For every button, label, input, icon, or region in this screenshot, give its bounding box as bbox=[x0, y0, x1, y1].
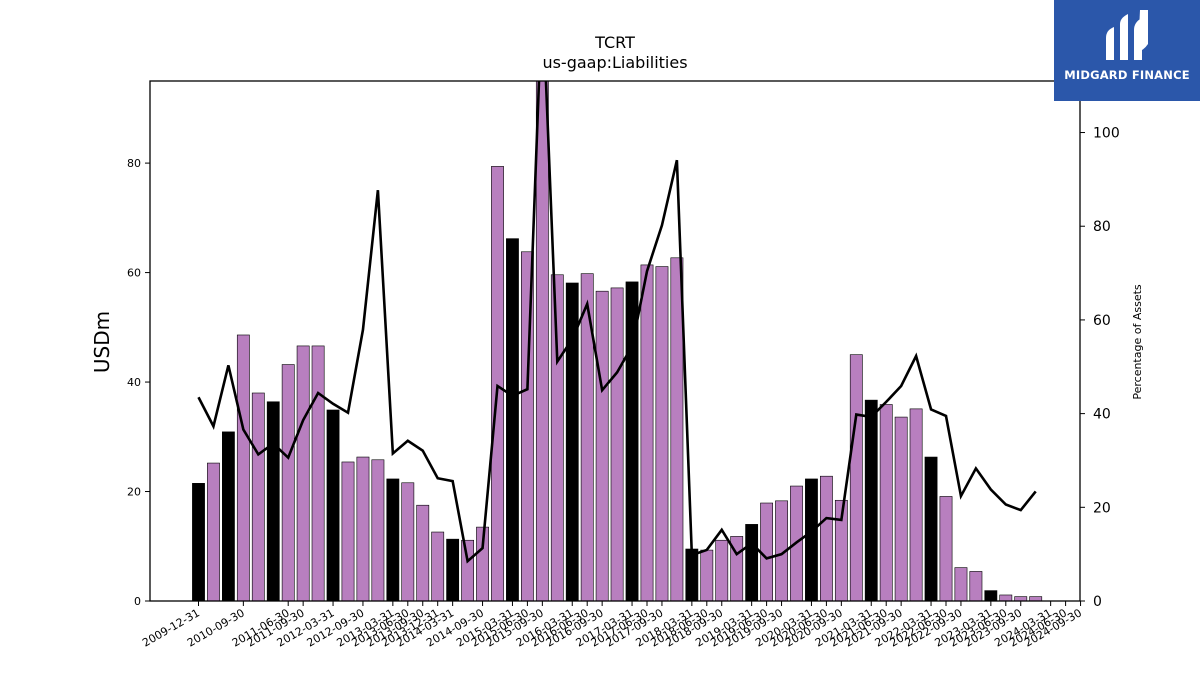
y-tick-label-60: 60 bbox=[127, 267, 141, 280]
bar-2013-12-31 bbox=[431, 531, 445, 601]
bar-2012-03-31 bbox=[326, 409, 340, 601]
bar-2014-12-31 bbox=[491, 166, 504, 601]
y2-tick-label-20: 20 bbox=[1093, 500, 1111, 516]
y2-tick-label-40: 40 bbox=[1093, 407, 1111, 423]
bar-2013-09-30 bbox=[416, 504, 430, 601]
bar-2021-03-31 bbox=[864, 399, 878, 601]
bar-2021-09-30 bbox=[894, 416, 908, 601]
bar-2023-09-30 bbox=[1014, 596, 1028, 601]
bar-2020-03-31 bbox=[805, 478, 818, 601]
y-axis-label: USDm bbox=[90, 311, 114, 373]
bar-2009-12-31 bbox=[192, 483, 205, 601]
bar-2016-06-30 bbox=[580, 273, 594, 601]
brand-logo: MIDGARD FINANCE bbox=[1054, 0, 1200, 101]
chart-title: TCRT bbox=[594, 33, 635, 52]
bar-2011-12-31 bbox=[311, 345, 325, 601]
bar-2017-09-30 bbox=[655, 266, 669, 601]
bar-2019-06-30 bbox=[760, 502, 773, 601]
bar-2018-06-30 bbox=[700, 549, 714, 601]
bar-2017-03-31 bbox=[625, 281, 639, 601]
bar-2010-03-31 bbox=[207, 462, 220, 601]
bar-2016-03-31 bbox=[565, 282, 579, 601]
y-tick-label-80: 80 bbox=[127, 157, 141, 170]
bar-2014-06-30 bbox=[461, 539, 474, 601]
bar-2010-06-30 bbox=[222, 431, 235, 601]
bar-2019-03-31 bbox=[745, 524, 759, 601]
bar-2020-06-30 bbox=[819, 475, 833, 601]
bar-2023-06-30 bbox=[999, 594, 1013, 601]
y2-tick-label-100: 100 bbox=[1093, 126, 1120, 142]
bar-2022-06-30 bbox=[939, 496, 953, 601]
bar-2016-12-31 bbox=[610, 287, 624, 601]
bar-2013-03-31 bbox=[386, 478, 400, 601]
bar-2011-03-31 bbox=[266, 401, 280, 601]
bar-2015-12-31 bbox=[550, 274, 564, 601]
bar-2012-12-31 bbox=[371, 459, 385, 601]
bar-2018-09-30 bbox=[715, 539, 729, 601]
y-tick-label-0: 0 bbox=[134, 595, 141, 608]
bar-2017-12-31 bbox=[670, 257, 684, 601]
bar-2012-06-30 bbox=[341, 461, 355, 601]
y-tick-label-40: 40 bbox=[127, 376, 141, 389]
bar-2014-03-31 bbox=[446, 538, 460, 601]
bar-2023-12-31 bbox=[1029, 596, 1043, 601]
plot-frame bbox=[149, 80, 1081, 602]
bar-2020-12-31 bbox=[849, 354, 863, 601]
y2-tick-label-80: 80 bbox=[1093, 219, 1111, 235]
bar-2021-12-31 bbox=[909, 408, 923, 601]
bar-2022-12-31 bbox=[969, 571, 983, 601]
bar-2015-09-30 bbox=[535, 81, 549, 601]
bar-2020-09-30 bbox=[834, 499, 848, 601]
y2-tick-label-60: 60 bbox=[1093, 313, 1111, 329]
bar-2023-03-31 bbox=[984, 590, 998, 601]
bar-2018-03-31 bbox=[685, 548, 699, 601]
bar-2012-09-30 bbox=[356, 456, 370, 601]
bar-2021-06-30 bbox=[879, 404, 893, 601]
bars-layer bbox=[192, 81, 1043, 601]
bar-2022-03-31 bbox=[924, 456, 938, 601]
bar-2015-03-31 bbox=[506, 238, 519, 601]
bar-2011-09-30 bbox=[296, 345, 310, 601]
y2-tick-label-0: 0 bbox=[1093, 594, 1102, 610]
logo-mark-icon bbox=[1106, 10, 1148, 60]
bar-2017-06-30 bbox=[640, 264, 654, 601]
chart-subtitle: us-gaap:Liabilities bbox=[542, 53, 687, 72]
percentage-line bbox=[197, 81, 1037, 564]
line-layer bbox=[197, 81, 1037, 564]
bar-2022-09-30 bbox=[954, 567, 968, 601]
y2-axis-label: Percentage of Assets bbox=[1131, 284, 1144, 400]
y-tick-label-20: 20 bbox=[127, 486, 141, 499]
bar-2013-06-30 bbox=[401, 482, 415, 601]
logo-text: MIDGARD FINANCE bbox=[1064, 68, 1190, 82]
bar-2016-09-30 bbox=[595, 290, 609, 601]
axes-layer: 0204060800204060801002009-12-312010-09-3… bbox=[127, 80, 1120, 650]
bar-2010-12-31 bbox=[251, 392, 265, 601]
bar-2011-06-30 bbox=[281, 364, 295, 601]
bar-2010-09-30 bbox=[236, 334, 250, 601]
